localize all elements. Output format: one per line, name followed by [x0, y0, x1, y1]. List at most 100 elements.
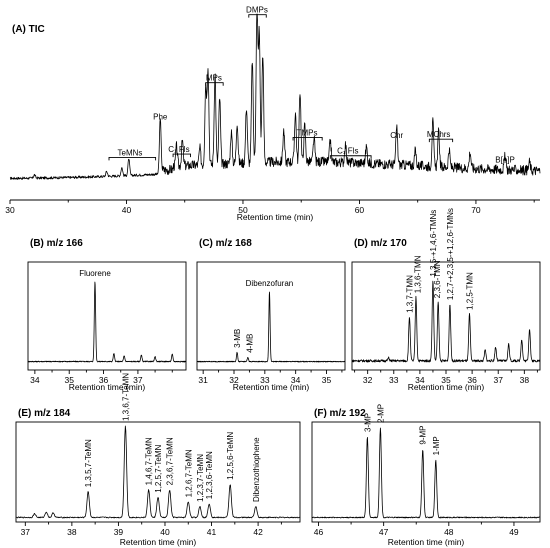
x-tick-label: 34	[291, 375, 301, 385]
peak-annotation: 1,2,3,7-TeMN	[196, 454, 205, 502]
peak-annotation: 1,2,5,7-TeMN	[154, 445, 163, 493]
x-tick-label: 37	[493, 375, 503, 385]
x-axis-label: Retention time (min)	[237, 212, 314, 222]
x-tick-label: 47	[379, 527, 389, 537]
x-axis-label: Retention time (min)	[408, 382, 485, 392]
group-bracket	[248, 14, 267, 18]
peak-annotation: MChrs	[427, 130, 451, 139]
x-tick-label: 38	[67, 527, 77, 537]
peak-annotation: 9-MP	[419, 425, 428, 444]
plot-frame	[311, 421, 541, 523]
x-tick-label: 36	[467, 375, 477, 385]
x-tick-label: 37	[21, 527, 31, 537]
chromatogram-trace	[311, 427, 541, 519]
peak-annotation: TeMNs	[118, 148, 143, 157]
peak-annotation: C₁ Fls	[337, 147, 358, 156]
x-tick-label: 70	[471, 205, 481, 215]
x-tick-label: 50	[238, 205, 248, 215]
panel-title: (C) m/z 168	[199, 238, 252, 249]
x-tick-label: 41	[207, 527, 217, 537]
peak-annotation: C₁ Fls	[168, 145, 189, 154]
peak-annotation: 1,3,6,7-TeMN	[121, 373, 130, 421]
group-bracket	[108, 156, 157, 161]
peak-annotation: Dibenzothiophene	[252, 437, 261, 502]
x-tick-label: 42	[253, 527, 263, 537]
peak-annotation: Dibenzofuran	[246, 279, 294, 288]
peak-annotation: MPs	[206, 74, 222, 83]
x-axis-label: Retention time (min)	[233, 382, 310, 392]
x-tick-label: 32	[363, 375, 373, 385]
peak-annotation: 1,2,5-TMN	[466, 272, 475, 310]
peak-annotation: 4-MB	[245, 334, 254, 353]
peak-annotation: 1,2,5,6-TeMN	[226, 432, 235, 480]
peak-annotation: 1,3,6-TMN	[413, 255, 422, 293]
peak-annotation: 3-MP	[363, 413, 372, 432]
peak-annotation: 1,4,6,7-TeMN	[145, 437, 154, 485]
panel-title: (A) TIC	[12, 24, 45, 35]
x-tick-label: 40	[122, 205, 132, 215]
plot-frame	[27, 261, 187, 371]
x-tick-label: 32	[229, 375, 239, 385]
panel-d: (D) m/z 170 32 33 34 35 36 37 38 Retention time …	[351, 208, 541, 392]
x-tick-label: 37	[133, 375, 143, 385]
x-tick-label: 48	[444, 527, 454, 537]
x-tick-label: 39	[114, 527, 124, 537]
panel-e: (E) m/z 184 37 38 39 40 41 42 Retention time (m…	[15, 373, 301, 547]
x-tick-label: 34	[415, 375, 425, 385]
x-tick-label: 33	[260, 375, 270, 385]
chromatogram-trace	[15, 425, 301, 519]
x-tick-label: 34	[30, 375, 40, 385]
chromatogram-trace	[9, 13, 541, 180]
x-axis-label: Retention time (min)	[120, 537, 197, 547]
x-tick-label: 38	[520, 375, 530, 385]
x-tick-label: 40	[160, 527, 170, 537]
peak-annotation: Fluorene	[79, 269, 111, 278]
panel-title: (D) m/z 170	[354, 238, 407, 249]
peak-annotation: 3-MB	[233, 329, 242, 348]
group-bracket	[428, 138, 454, 143]
panel-f: (F) m/z 192 46 47 48 49 Retention time (min) 3…	[311, 404, 541, 547]
panel-title: (E) m/z 184	[18, 408, 71, 419]
group-bracket	[205, 82, 224, 86]
chromatogram-trace	[196, 291, 346, 363]
x-tick-label: 30	[5, 205, 15, 215]
x-tick-label: 31	[198, 375, 208, 385]
x-tick-label: 33	[389, 375, 399, 385]
peak-annotation: 1,3,7-TMN	[405, 275, 414, 313]
x-tick-label: 35	[322, 375, 332, 385]
x-axis-label: Retention time (min)	[388, 537, 465, 547]
peak-annotation: 1,2,6,7-TeMN	[184, 449, 193, 497]
x-tick-label: 35	[441, 375, 451, 385]
peak-annotation: 1,2,7-+2,3,5-+1,2,6-TMNs	[446, 208, 455, 300]
peak-annotation: DMPs	[246, 6, 268, 15]
peak-annotation: 1,3,5,7-TeMN	[84, 439, 93, 487]
panel-title: (F) m/z 192	[314, 408, 366, 419]
x-tick-label: 36	[99, 375, 109, 385]
peak-annotation: 2,3,6,7-TeMN	[166, 437, 175, 485]
plot-frame	[196, 261, 346, 371]
x-tick-label: 46	[314, 527, 324, 537]
chromatogram-trace	[27, 281, 187, 363]
panel-a: (A) TIC 30 40 50 60 70 Retention time (min) TeM…	[5, 6, 541, 222]
x-tick-label: 60	[355, 205, 365, 215]
peak-annotation: 2,3,6-TMN	[433, 260, 442, 298]
group-bracket	[329, 155, 372, 159]
peak-annotation: Phe	[153, 113, 168, 122]
group-bracket	[292, 137, 323, 141]
peak-annotation: 1,3,5-+1,4,6-TMNs	[429, 210, 438, 277]
peak-annotation: 1-MP	[432, 436, 441, 455]
panel-c: (C) m/z 168 31 32 33 34 35 Retention time (min…	[196, 238, 346, 392]
peak-annotation: TMPs	[297, 128, 318, 137]
peak-annotation: 2-MP	[376, 404, 385, 423]
x-axis-label: Retention time (min)	[69, 382, 146, 392]
chromatogram-trace	[351, 280, 541, 363]
group-bracket	[172, 153, 191, 158]
x-tick-label: 35	[64, 375, 74, 385]
panel-title: (B) m/z 166	[30, 238, 83, 249]
peak-annotation: 1,2,3,6-TeMN	[205, 451, 214, 499]
plot-frame	[15, 421, 301, 523]
peak-annotation: Chr	[390, 131, 403, 140]
peak-annotation: B[e]P	[495, 156, 515, 165]
